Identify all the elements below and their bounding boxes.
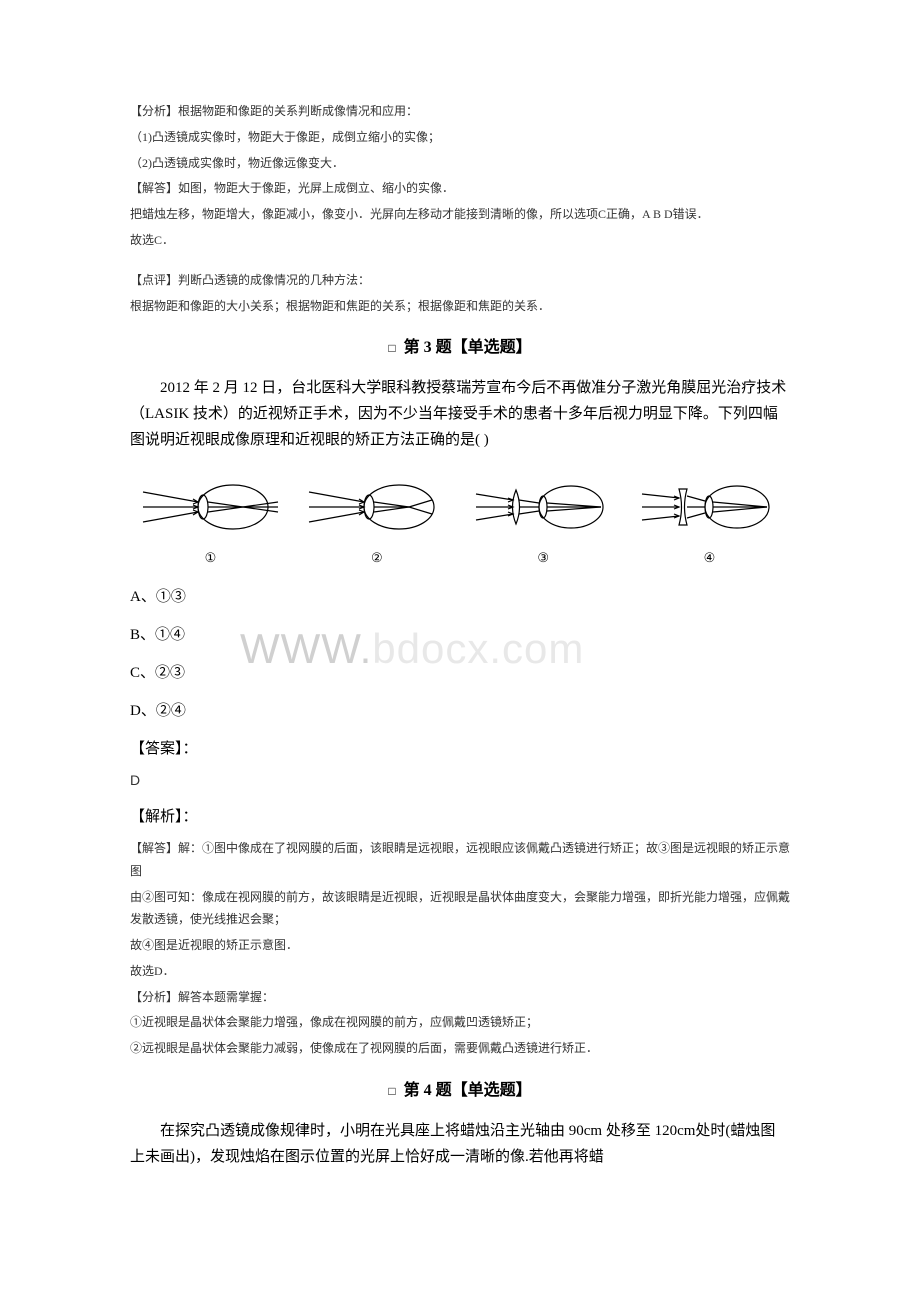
eye-diagram-3 [471,472,616,542]
analysis-label: 【解析】： [130,805,790,829]
diagram-label-4: ④ [637,548,782,569]
q2-analysis-line3: （2)凸透镜成实像时，物近像远像变大． [130,152,790,175]
q3-exp-l4: 故选D． [130,960,790,983]
square-bullet-icon: □ [388,341,395,355]
spacer [130,255,790,269]
answer-label: 【答案】： [130,737,790,761]
q3-option-d: D、②④ [130,699,790,723]
q4-heading: □ 第 4 题【单选题】 [130,1078,790,1104]
q2-analysis-line1: 【分析】根据物距和像距的关系判断成像情况和应用： [130,100,790,123]
q3-exp-l2: 由②图可知：像成在视网膜的前方，故该眼睛是近视眼，近视眼是晶状体曲度变大，会聚能… [130,886,790,932]
q3-heading: □ 第 3 题【单选题】 [130,335,790,361]
q3-option-b-row: WWW.bdocx.com B、①④ [130,623,790,647]
q2-comment-line2: 根据物距和像距的大小关系；根据物距和焦距的关系；根据像距和焦距的关系． [130,295,790,318]
diagram-label-1: ① [138,548,283,569]
eye-diagram-2 [304,472,449,542]
diagram-labels-row: ① ② ③ ④ [130,548,790,569]
q3-exp-l6: ①近视眼是晶状体会聚能力增强，像成在视网膜的前方，应佩戴凹透镜矫正； [130,1011,790,1034]
q3-exp-l5: 【分析】解答本题需掌握： [130,986,790,1009]
q3-heading-text: 第 3 题【单选题】 [404,339,532,356]
watermark-text: WWW.bdocx.com [240,615,584,682]
q3-option-a: A、①③ [130,585,790,609]
q2-analysis-line4: 【解答】如图，物距大于像距，光屏上成倒立、缩小的实像． [130,177,790,200]
q2-analysis-line6: 故选C． [130,229,790,252]
answer-value: D [130,769,790,791]
q2-analysis-line5: 把蜡烛左移，物距增大，像距减小，像变小．光屏向左移动才能接到清晰的像，所以选项C… [130,203,790,226]
q3-exp-l1: 【解答】解：①图中像成在了视网膜的后面，该眼睛是远视眼，远视眼应该佩戴凸透镜进行… [130,837,790,883]
diagram-label-2: ② [304,548,449,569]
q4-body: 在探究凸透镜成像规律时，小明在光具座上将蜡烛沿主光轴由 90cm 处移至 120… [130,1118,790,1171]
q2-comment-line1: 【点评】判断凸透镜的成像情况的几种方法： [130,269,790,292]
eye-diagram-4 [637,472,782,542]
q3-body: 2012 年 2 月 12 日，台北医科大学眼科教授蔡瑞芳宣布今后不再做准分子激… [130,375,790,454]
eye-diagram-1 [138,472,283,542]
eye-diagrams-row [130,472,790,542]
q3-exp-l3: 故④图是近视眼的矫正示意图． [130,934,790,957]
q2-analysis-line2: （1)凸透镜成实像时，物距大于像距，成倒立缩小的实像； [130,126,790,149]
square-bullet-icon: □ [388,1084,395,1098]
q3-option-b: B、①④ [130,627,185,643]
diagram-label-3: ③ [471,548,616,569]
q3-exp-l7: ②远视眼是晶状体会聚能力减弱，使像成在了视网膜的后面，需要佩戴凸透镜进行矫正． [130,1037,790,1060]
q4-heading-text: 第 4 题【单选题】 [404,1082,532,1099]
